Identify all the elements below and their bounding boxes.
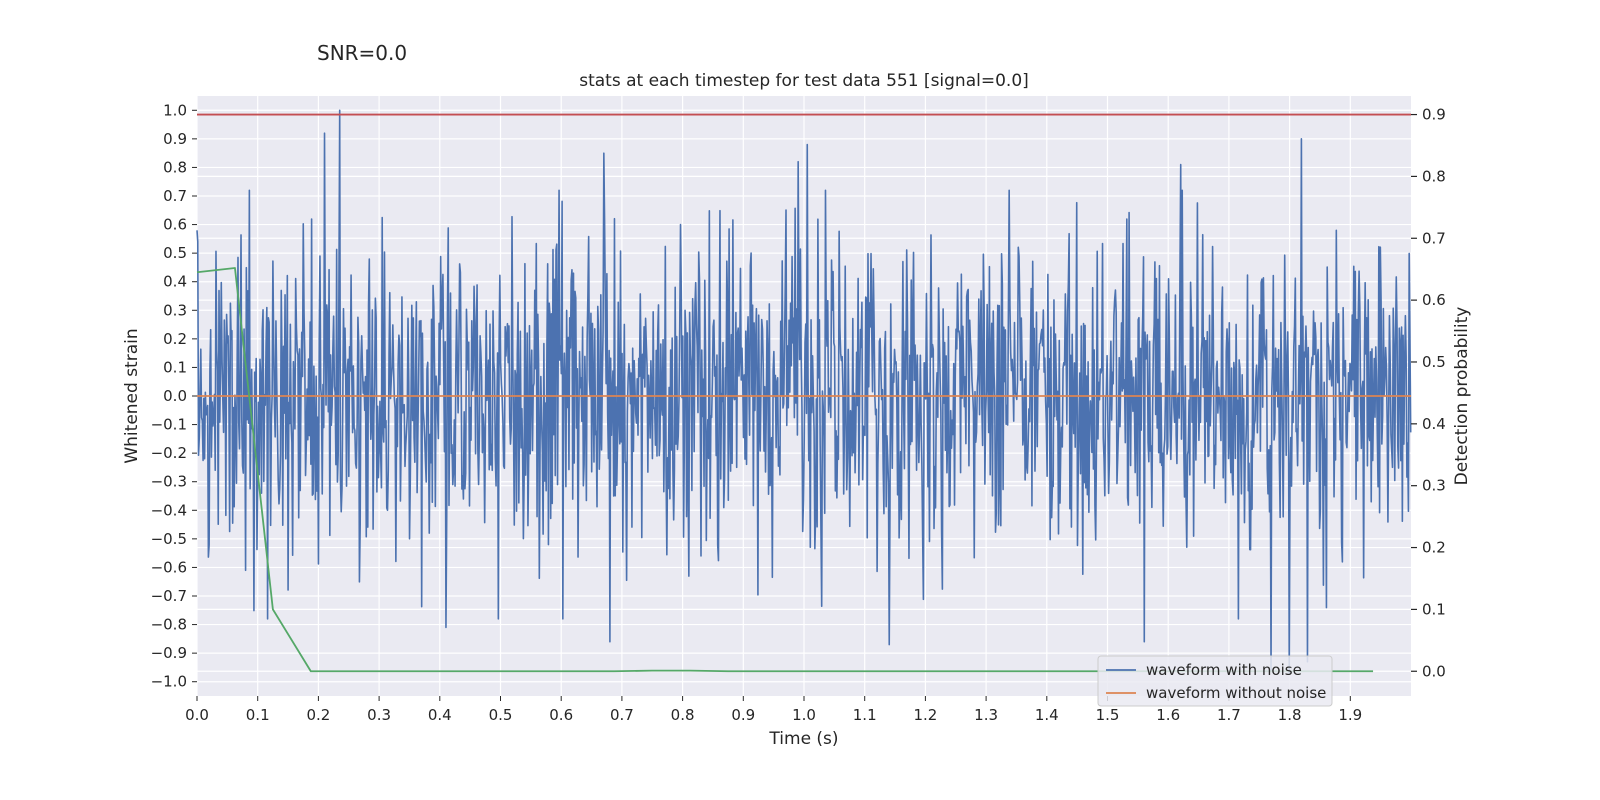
x-tick-label: 0.6 xyxy=(549,706,573,724)
y-axis-left: 1.0 0.9 0.8 0.7 0.6 0.5 0.4 0.3 0.2 0.1 0.0 −0.1 −0.… xyxy=(151,101,197,691)
x-axis-label: Time (s) xyxy=(768,729,838,749)
y-axis-right: 0.9 0.8 0.7 0.6 0.5 0.4 0.3 0.2 0.1 0.0 xyxy=(1411,106,1446,680)
y-right-tick-label: 0.9 xyxy=(1422,106,1446,124)
x-tick-label: 1.2 xyxy=(913,706,937,724)
y-right-tick-label: 0.8 xyxy=(1422,167,1446,185)
y-tick-label: −0.8 xyxy=(151,616,187,634)
x-tick-label: 0.2 xyxy=(306,706,330,724)
y-tick-label: −0.1 xyxy=(151,416,187,434)
x-tick-label: 1.1 xyxy=(853,706,877,724)
x-tick-label: 1.5 xyxy=(1096,706,1120,724)
y-right-tick-label: 0.6 xyxy=(1422,291,1446,309)
y-tick-label: −0.2 xyxy=(151,444,187,462)
x-tick-label: 1.3 xyxy=(974,706,998,724)
y-tick-label: 0.2 xyxy=(163,330,187,348)
x-tick-label: 0.8 xyxy=(671,706,695,724)
chart-suptitle: SNR=0.0 xyxy=(317,41,407,65)
y-right-tick-label: 0.2 xyxy=(1422,539,1446,557)
y-tick-label: −0.3 xyxy=(151,473,187,491)
x-tick-label: 1.0 xyxy=(792,706,816,724)
y-tick-label: −0.6 xyxy=(151,558,187,576)
y-tick-label: 0.0 xyxy=(163,387,187,405)
x-tick-label: 1.7 xyxy=(1217,706,1241,724)
x-axis: 0.0 0.1 0.2 0.3 0.4 0.5 0.6 0.7 0.8 0.9 1.0 1.1 1.2 1… xyxy=(185,696,1362,724)
y-right-tick-label: 0.4 xyxy=(1422,415,1446,433)
x-tick-label: 1.4 xyxy=(1035,706,1059,724)
legend: waveform with noise waveform without nois… xyxy=(1097,655,1333,707)
y-axis-label: Whitened strain xyxy=(122,328,142,463)
y-tick-label: 0.9 xyxy=(163,130,187,148)
chart-title: stats at each timestep for test data 551… xyxy=(579,71,1029,91)
y-right-tick-label: 0.3 xyxy=(1422,477,1446,495)
y-tick-label: 0.3 xyxy=(163,301,187,319)
y-tick-label: −0.9 xyxy=(151,644,187,662)
legend-box xyxy=(1097,655,1333,707)
y-tick-label: −1.0 xyxy=(151,673,187,691)
x-tick-label: 0.7 xyxy=(610,706,634,724)
x-tick-label: 0.3 xyxy=(367,706,391,724)
y-tick-label: 0.6 xyxy=(163,216,187,234)
y-tick-label: 0.1 xyxy=(163,358,187,376)
x-tick-label: 1.6 xyxy=(1156,706,1180,724)
y-tick-label: −0.4 xyxy=(151,501,187,519)
x-tick-label: 0.0 xyxy=(185,706,209,724)
y-tick-label: 0.8 xyxy=(163,158,187,176)
y-tick-label: 0.4 xyxy=(163,273,187,291)
x-tick-label: 0.9 xyxy=(731,706,755,724)
y-tick-label: −0.7 xyxy=(151,587,187,605)
y-tick-label: 1.0 xyxy=(163,101,187,119)
x-tick-label: 0.5 xyxy=(489,706,513,724)
x-tick-label: 0.4 xyxy=(428,706,452,724)
y-axis-right-label: Detection probability xyxy=(1452,307,1472,486)
y-tick-label: −0.5 xyxy=(151,530,187,548)
y-tick-label: 0.7 xyxy=(163,187,187,205)
x-tick-label: 0.1 xyxy=(246,706,270,724)
x-tick-label: 1.9 xyxy=(1338,706,1362,724)
y-tick-label: 0.5 xyxy=(163,244,187,262)
series-line-waveform-with-noise xyxy=(196,109,1412,674)
y-right-tick-label: 0.0 xyxy=(1422,662,1446,680)
y-right-tick-label: 0.5 xyxy=(1422,353,1446,371)
legend-label: waveform with noise xyxy=(1146,661,1302,679)
legend-label: waveform without noise xyxy=(1146,684,1326,702)
x-tick-label: 1.8 xyxy=(1278,706,1302,724)
y-right-tick-label: 0.7 xyxy=(1422,229,1446,247)
y-right-tick-label: 0.1 xyxy=(1422,600,1446,618)
